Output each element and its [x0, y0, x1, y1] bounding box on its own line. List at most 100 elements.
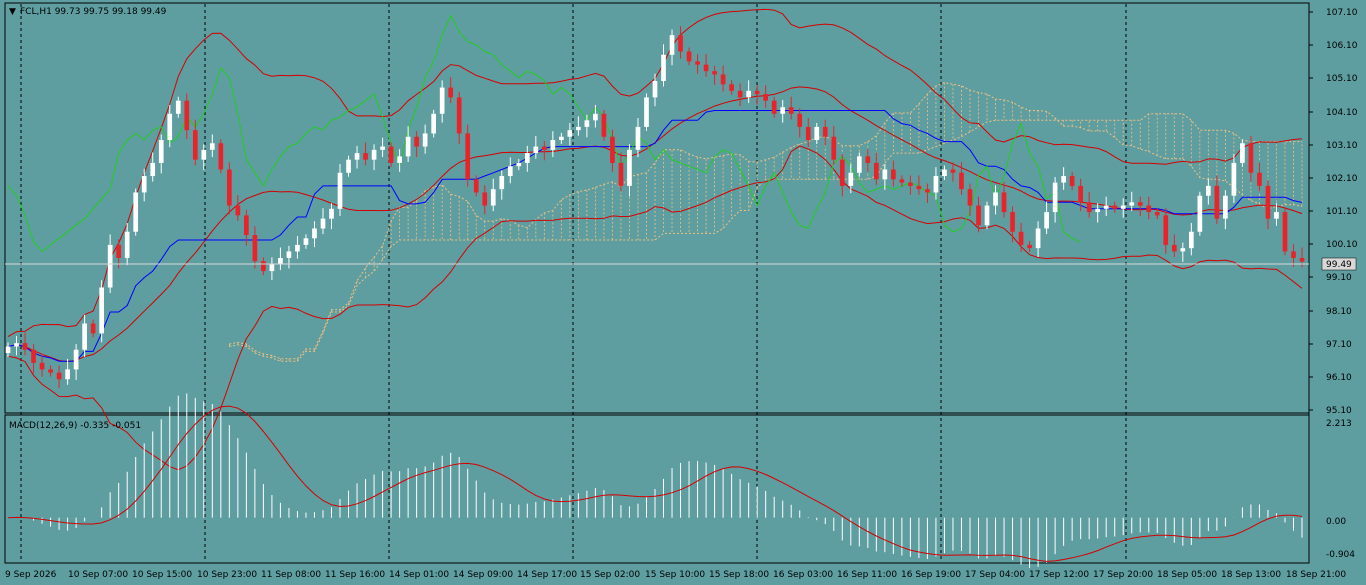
bull-candle	[644, 97, 649, 127]
bear-candle	[541, 146, 547, 150]
price-tick: 98.10	[1326, 307, 1352, 317]
bull-candle	[312, 228, 317, 239]
price-tick: 106.10	[1326, 41, 1358, 51]
bear-candle	[1291, 251, 1296, 258]
bear-candle	[601, 113, 607, 137]
time-tick: 14 Sep 09:00	[453, 570, 513, 580]
bear-candle	[839, 159, 845, 186]
bull-candle	[397, 156, 402, 163]
svg-text:99.49: 99.49	[1326, 260, 1352, 270]
bear-candle	[1265, 185, 1271, 219]
bull-candle	[405, 136, 411, 157]
time-tick: 15 Sep 02:00	[580, 570, 640, 580]
macd-tick: -0.904	[1326, 550, 1355, 560]
bear-candle	[976, 205, 981, 226]
bear-candle	[39, 362, 45, 370]
bear-candle	[482, 192, 488, 206]
price-tick: 104.10	[1326, 108, 1358, 118]
bear-candle	[729, 84, 734, 91]
time-tick: 17 Sep 20:00	[1093, 570, 1153, 580]
bull-candle	[1197, 195, 1203, 232]
bear-candle	[192, 130, 198, 160]
bear-candle	[695, 61, 700, 65]
senkou-span-a	[229, 82, 1303, 360]
bear-candle	[771, 100, 777, 114]
bear-candle	[1163, 215, 1169, 245]
bull-candle	[329, 208, 334, 219]
bear-candle	[261, 261, 266, 272]
bear-candle	[1282, 212, 1288, 252]
bull-candle	[627, 149, 632, 186]
bear-candle	[925, 189, 930, 193]
bull-candle	[346, 159, 351, 173]
bear-candle	[763, 94, 769, 101]
bear-candle	[678, 35, 683, 52]
bull-candle	[567, 130, 573, 137]
macd-tick: 0.00	[1326, 517, 1346, 527]
time-tick: 15 Sep 10:00	[645, 570, 705, 580]
bull-candle	[1240, 143, 1245, 163]
bear-candle	[1137, 202, 1143, 206]
bear-candle	[737, 90, 743, 98]
bull-candle	[337, 172, 343, 209]
bull-candle	[550, 140, 556, 150]
bear-candle	[1154, 212, 1160, 216]
bear-candle	[244, 215, 249, 236]
time-axis[interactable]: 9 Sep 2026 10 Sep 07:00 10 Sep 15:00 10 …	[5, 570, 1346, 580]
bull-candle	[73, 349, 79, 370]
bear-candle	[1018, 231, 1024, 245]
bear-candle	[218, 143, 224, 170]
bull-candle	[559, 136, 564, 140]
time-tick: 18 Sep 21:00	[1286, 570, 1346, 580]
time-tick: 10 Sep 07:00	[68, 570, 128, 580]
bear-candle	[899, 179, 905, 183]
bollinger-lower	[7, 145, 1303, 471]
price-tick: 99.10	[1326, 273, 1352, 283]
bull-candle	[584, 120, 590, 127]
macd-panel[interactable]	[4, 414, 1310, 564]
price-tick: 96.10	[1326, 373, 1352, 383]
time-tick: 17 Sep 04:00	[965, 570, 1025, 580]
bear-candle	[805, 126, 811, 140]
bear-candle	[712, 71, 717, 75]
bear-candle	[227, 169, 232, 206]
macd-tick: 2.213	[1326, 419, 1352, 429]
bear-candle	[950, 169, 956, 173]
bear-candle	[908, 182, 913, 186]
kijun-sen	[7, 110, 1303, 362]
bull-candle	[1274, 212, 1279, 219]
bear-candle	[1086, 202, 1092, 213]
bear-candle	[1010, 212, 1015, 232]
bear-candle	[414, 136, 419, 147]
price-axis[interactable]: 107.10 106.10 105.10 104.10 103.10 102.1…	[1309, 8, 1358, 416]
bull-candle	[354, 153, 360, 160]
bear-candle	[1146, 205, 1152, 213]
bear-candle	[456, 97, 462, 134]
price-tick: 95.10	[1326, 406, 1352, 416]
time-tick: 9 Sep 2026	[5, 570, 57, 580]
bull-candle	[150, 162, 156, 177]
bear-candle	[48, 369, 53, 373]
bull-candle	[1188, 231, 1194, 249]
bull-candle	[201, 149, 207, 160]
bull-candle	[141, 176, 147, 193]
bear-candle	[1299, 257, 1305, 262]
bull-candle	[516, 162, 522, 167]
bull-candle	[746, 90, 751, 98]
bull-candle	[942, 169, 947, 177]
bull-candle	[1095, 208, 1101, 213]
bear-candle	[56, 372, 62, 380]
price-panel[interactable]	[4, 2, 1310, 414]
bull-candle	[82, 323, 87, 350]
bear-candle	[686, 51, 692, 62]
price-tick: 102.10	[1326, 174, 1358, 184]
bull-candle	[635, 126, 641, 150]
price-tick: 103.10	[1326, 141, 1358, 151]
bull-candle	[1206, 185, 1211, 196]
macd-axis[interactable]: 2.213 0.00 -0.904	[1326, 419, 1355, 560]
bull-candle	[933, 176, 939, 193]
bull-candle	[269, 264, 275, 272]
time-tick: 15 Sep 18:00	[709, 570, 769, 580]
bear-candle	[116, 244, 122, 258]
